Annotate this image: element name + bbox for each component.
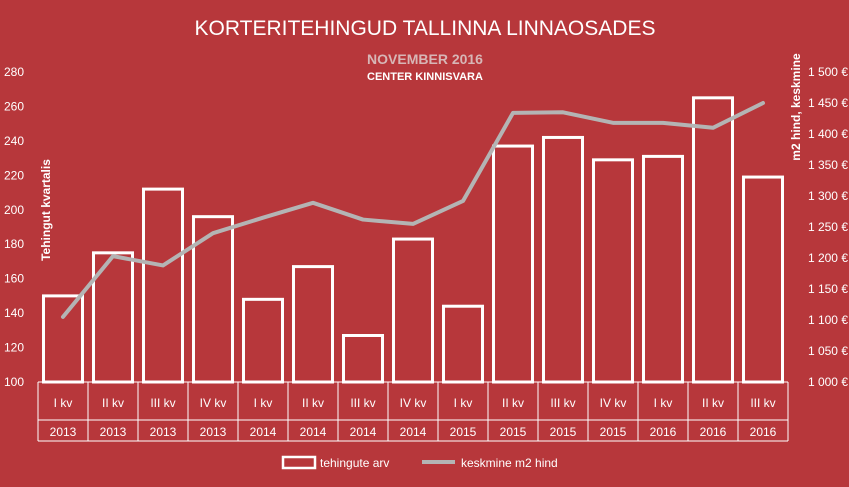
series-line	[61, 101, 765, 319]
y-axis-left: 100 120 140 160 180 200 220 240 260 280	[4, 65, 24, 389]
bar-series	[42, 96, 784, 384]
y-tick-label: 200	[4, 203, 24, 217]
y2-axis-title: m2 hind, keskmine	[789, 53, 803, 161]
y2-tick-label: 1 200 €	[808, 251, 848, 265]
bar	[442, 304, 484, 384]
bar	[742, 175, 784, 384]
x-year-label: 2013	[200, 425, 227, 439]
bar	[342, 334, 384, 384]
bar	[42, 294, 84, 384]
y2-tick-label: 1 400 €	[808, 127, 848, 141]
bar	[492, 144, 534, 384]
bar	[642, 154, 684, 384]
chart-title: KORTERITEHINGUD TALLINNA LINNAOSADES	[195, 17, 656, 40]
x-tick-label: IV kv	[600, 396, 627, 410]
x-year-label: 2013	[100, 425, 127, 439]
x-year-label: 2015	[450, 425, 477, 439]
y2-tick-label: 1 300 €	[808, 189, 848, 203]
x-tick-label: III kv	[350, 396, 375, 410]
legend-bar-label: tehingute arv	[320, 456, 389, 470]
bar	[142, 187, 184, 384]
y-tick-label: 280	[4, 65, 24, 79]
x-tick-label: II kv	[702, 396, 724, 410]
x-year-label: 2016	[700, 425, 727, 439]
y-axis-right: 1 000 € 1 050 € 1 100 € 1 150 € 1 200 € 1 250…	[808, 65, 848, 389]
y-axis-title: Tehingut kvartalis	[39, 159, 53, 261]
bar	[692, 96, 734, 384]
bar	[542, 135, 584, 384]
x-tick-label: III kv	[550, 396, 575, 410]
x-tick-label: I kv	[254, 396, 273, 410]
legend: tehingute arv keskmine m2 hind	[281, 455, 558, 470]
x-year-label: 2013	[150, 425, 177, 439]
x-tick-label: I kv	[454, 396, 473, 410]
y2-tick-label: 1 000 €	[808, 375, 848, 389]
x-year-label: 2016	[650, 425, 677, 439]
x-tick-label: II kv	[102, 396, 124, 410]
legend-line-label: keskmine m2 hind	[461, 456, 558, 470]
y-tick-label: 120	[4, 341, 24, 355]
x-year-label: 2013	[50, 425, 77, 439]
bar	[242, 297, 284, 384]
y-tick-label: 140	[4, 306, 24, 320]
x-tick-label: I kv	[54, 396, 73, 410]
x-year-label: 2015	[600, 425, 627, 439]
y2-tick-label: 1 050 €	[808, 344, 848, 358]
x-year-label: 2014	[250, 425, 277, 439]
x-tick-label: II kv	[502, 396, 524, 410]
line-series	[61, 101, 765, 319]
x-year-label: 2016	[750, 425, 777, 439]
y-tick-label: 100	[4, 375, 24, 389]
bar	[292, 265, 334, 384]
chart-subtitle: NOVEMBER 2016	[367, 51, 483, 67]
y-tick-label: 260	[4, 99, 24, 113]
x-tick-label: III kv	[750, 396, 775, 410]
bar	[392, 237, 434, 384]
chart-source: CENTER KINNISVARA	[367, 71, 483, 83]
x-year-label: 2014	[400, 425, 427, 439]
x-year-label: 2015	[550, 425, 577, 439]
y-tick-label: 220	[4, 168, 24, 182]
y-tick-label: 240	[4, 134, 24, 148]
x-tick-label: II kv	[302, 396, 324, 410]
x-axis: I kv 2013 II kv 2013 III kv 2013 IV kv 2013 I kv…	[37, 381, 789, 442]
y-tick-label: 180	[4, 237, 24, 251]
x-year-label: 2014	[350, 425, 377, 439]
x-tick-label: III kv	[150, 396, 175, 410]
x-tick-label: IV kv	[400, 396, 427, 410]
x-year-label: 2015	[500, 425, 527, 439]
y2-tick-label: 1 450 €	[808, 96, 848, 110]
x-year-label: 2014	[300, 425, 327, 439]
x-tick-label: IV kv	[200, 396, 227, 410]
y-tick-label: 160	[4, 272, 24, 286]
y2-tick-label: 1 150 €	[808, 282, 848, 296]
bar	[592, 158, 634, 384]
y2-tick-label: 1 350 €	[808, 158, 848, 172]
y2-tick-label: 1 250 €	[808, 220, 848, 234]
y2-tick-label: 1 100 €	[808, 313, 848, 327]
y2-tick-label: 1 500 €	[808, 65, 848, 79]
legend-bar-swatch	[281, 455, 317, 470]
x-tick-label: I kv	[654, 396, 673, 410]
